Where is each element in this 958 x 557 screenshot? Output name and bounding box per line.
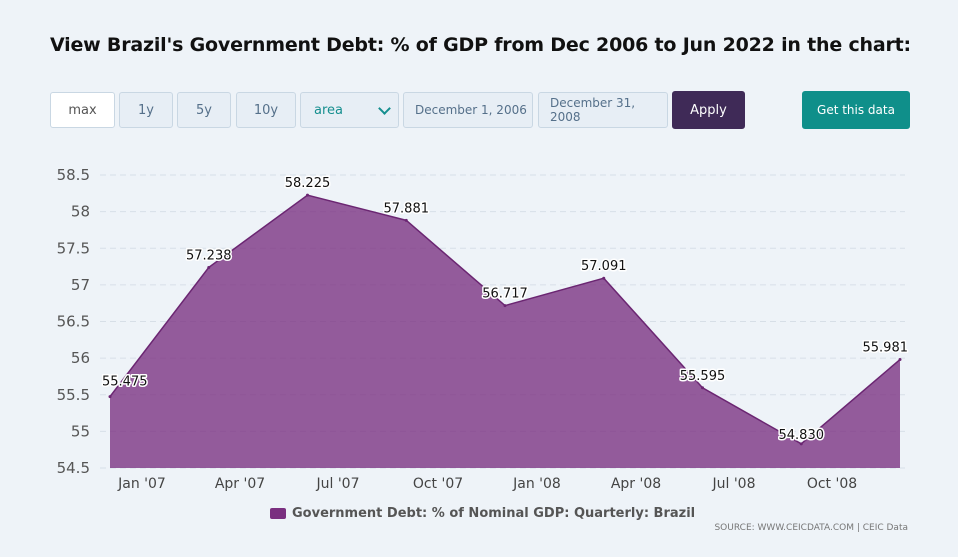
y-tick-label: 54.5: [57, 459, 90, 477]
get-data-button[interactable]: Get this data: [802, 91, 910, 129]
y-tick-label: 55.5: [57, 386, 90, 404]
data-label: 57.091: [581, 259, 627, 274]
source-credit: SOURCE: WWW.CEICDATA.COM | CEIC Data: [714, 523, 908, 533]
y-tick-label: 55: [71, 422, 90, 440]
y-tick-label: 56.5: [57, 313, 90, 331]
data-label: 58.225: [285, 176, 331, 191]
data-point[interactable]: [108, 395, 112, 399]
chart-controls: max 1y 5y 10y area December 1, 2006 Dece…: [0, 0, 958, 140]
area-series: [108, 193, 902, 469]
page-title: View Brazil's Government Debt: % of GDP …: [50, 34, 911, 56]
data-point[interactable]: [404, 218, 408, 222]
x-tick-label: Jan '07: [117, 476, 166, 492]
data-point[interactable]: [602, 276, 606, 280]
data-labels: 55.475 57.238 58.225 57.881 56.717 57.091 55.5…: [101, 175, 910, 445]
legend-swatch: [270, 508, 286, 519]
x-tick-label: Apr '08: [611, 476, 661, 492]
data-label: 56.717: [482, 287, 528, 302]
x-tick-label: Oct '08: [807, 476, 857, 492]
y-tick-label: 58.5: [57, 166, 90, 184]
legend-label: Government Debt: % of Nominal GDP: Quart…: [292, 506, 696, 521]
y-tick-label: 56: [71, 349, 90, 367]
data-label: 55.981: [863, 341, 909, 356]
legend[interactable]: Government Debt: % of Nominal GDP: Quart…: [270, 506, 695, 521]
data-label: 55.595: [680, 369, 726, 384]
range-5y-button[interactable]: 5y: [177, 92, 231, 128]
y-tick-label: 58: [71, 203, 90, 221]
chart-type-value: area: [314, 102, 343, 118]
chart-type-select[interactable]: area: [300, 92, 399, 128]
end-date-input[interactable]: December 31, 2008: [538, 92, 668, 128]
y-tick-label: 57.5: [57, 239, 90, 257]
area-fill: [110, 195, 900, 469]
range-10y-button[interactable]: 10y: [236, 92, 296, 128]
data-label: 57.238: [186, 248, 232, 263]
data-point[interactable]: [701, 386, 704, 390]
data-point[interactable]: [799, 442, 803, 446]
data-label: 55.475: [102, 375, 148, 390]
y-tick-label: 57: [71, 276, 90, 294]
x-tick-label: Oct '07: [413, 476, 463, 492]
x-axis-ticks: Jan '07 Apr '07 Jul '07 Oct '07 Jan '08 Apr '…: [117, 476, 857, 492]
x-tick-label: Jul '08: [711, 476, 755, 492]
data-point[interactable]: [306, 193, 309, 197]
range-1y-button[interactable]: 1y: [119, 92, 173, 128]
x-tick-label: Apr '07: [215, 476, 265, 492]
data-point[interactable]: [207, 265, 211, 269]
data-label: 57.881: [384, 201, 430, 216]
data-point[interactable]: [898, 358, 902, 362]
start-date-input[interactable]: December 1, 2006: [403, 92, 533, 128]
x-tick-label: Jul '07: [315, 476, 359, 492]
range-max-button[interactable]: max: [50, 92, 115, 128]
x-tick-label: Jan '08: [512, 476, 561, 492]
y-axis-ticks: 54.5 55 55.5 56 56.5 57 57.5 58 58.5: [57, 166, 90, 477]
data-point[interactable]: [503, 304, 507, 308]
data-label: 54.830: [779, 428, 825, 443]
apply-button[interactable]: Apply: [672, 91, 745, 129]
